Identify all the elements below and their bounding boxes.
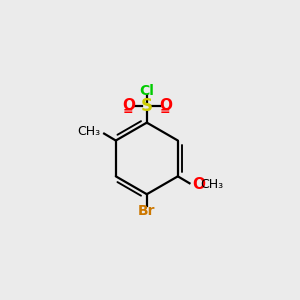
Text: Cl: Cl	[140, 83, 154, 98]
Text: O: O	[193, 177, 206, 192]
Text: O: O	[159, 98, 172, 112]
Text: =: =	[160, 105, 171, 118]
Text: O: O	[122, 98, 135, 112]
Text: S: S	[141, 97, 153, 115]
Text: CH₃: CH₃	[77, 125, 101, 138]
Text: Br: Br	[138, 204, 156, 218]
Text: CH₃: CH₃	[201, 178, 224, 191]
Text: =: =	[123, 105, 134, 118]
